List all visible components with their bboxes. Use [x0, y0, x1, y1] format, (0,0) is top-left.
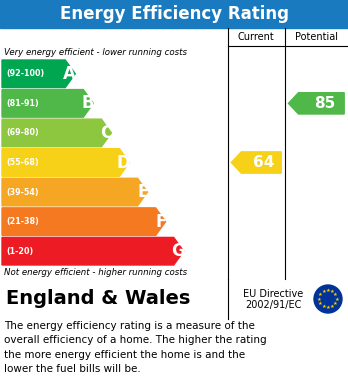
- Text: ★: ★: [330, 289, 335, 294]
- Text: (81-91): (81-91): [6, 99, 39, 108]
- Text: ★: ★: [321, 289, 326, 294]
- Text: Not energy efficient - higher running costs: Not energy efficient - higher running co…: [4, 268, 187, 277]
- Bar: [0, 0, 348, 28]
- Text: ★: ★: [334, 296, 339, 301]
- Text: ★: ★: [326, 305, 330, 310]
- Text: (21-38): (21-38): [6, 217, 39, 226]
- Text: (1-20): (1-20): [6, 247, 33, 256]
- Polygon shape: [2, 149, 129, 176]
- Text: (69-80): (69-80): [6, 128, 39, 137]
- Text: 2002/91/EC: 2002/91/EC: [245, 300, 302, 310]
- Polygon shape: [2, 119, 111, 147]
- Polygon shape: [2, 237, 184, 265]
- Text: ★: ★: [317, 296, 322, 301]
- Polygon shape: [2, 208, 166, 235]
- Polygon shape: [231, 152, 281, 173]
- Text: Energy Efficiency Rating: Energy Efficiency Rating: [60, 5, 288, 23]
- Text: Very energy efficient - lower running costs: Very energy efficient - lower running co…: [4, 48, 187, 57]
- Text: (55-68): (55-68): [6, 158, 39, 167]
- Polygon shape: [288, 93, 344, 114]
- Text: ★: ★: [326, 288, 330, 293]
- Text: ★: ★: [321, 304, 326, 309]
- Text: ★: ★: [333, 292, 338, 297]
- Text: Potential: Potential: [295, 32, 338, 42]
- Text: F: F: [155, 213, 167, 231]
- Text: ★: ★: [333, 301, 338, 306]
- Text: EU Directive: EU Directive: [244, 289, 304, 299]
- Bar: [0, 28, 348, 279]
- Text: E: E: [137, 183, 149, 201]
- Text: 85: 85: [314, 96, 335, 111]
- Text: A: A: [63, 65, 76, 83]
- Text: The energy efficiency rating is a measure of the
overall efficiency of a home. T: The energy efficiency rating is a measur…: [4, 321, 267, 374]
- Text: Current: Current: [238, 32, 275, 42]
- Text: ★: ★: [318, 301, 323, 306]
- Text: (92-100): (92-100): [6, 69, 44, 78]
- Text: B: B: [82, 94, 94, 112]
- Text: 64: 64: [253, 155, 275, 170]
- Text: C: C: [100, 124, 112, 142]
- Bar: [0, 279, 348, 319]
- Text: D: D: [117, 154, 130, 172]
- Text: England & Wales: England & Wales: [6, 289, 190, 308]
- Text: G: G: [171, 242, 185, 260]
- Polygon shape: [2, 60, 75, 88]
- Text: ★: ★: [330, 304, 335, 309]
- Text: (39-54): (39-54): [6, 188, 39, 197]
- Text: ★: ★: [318, 292, 323, 297]
- Polygon shape: [2, 90, 93, 117]
- Circle shape: [314, 285, 342, 313]
- Polygon shape: [2, 178, 148, 206]
